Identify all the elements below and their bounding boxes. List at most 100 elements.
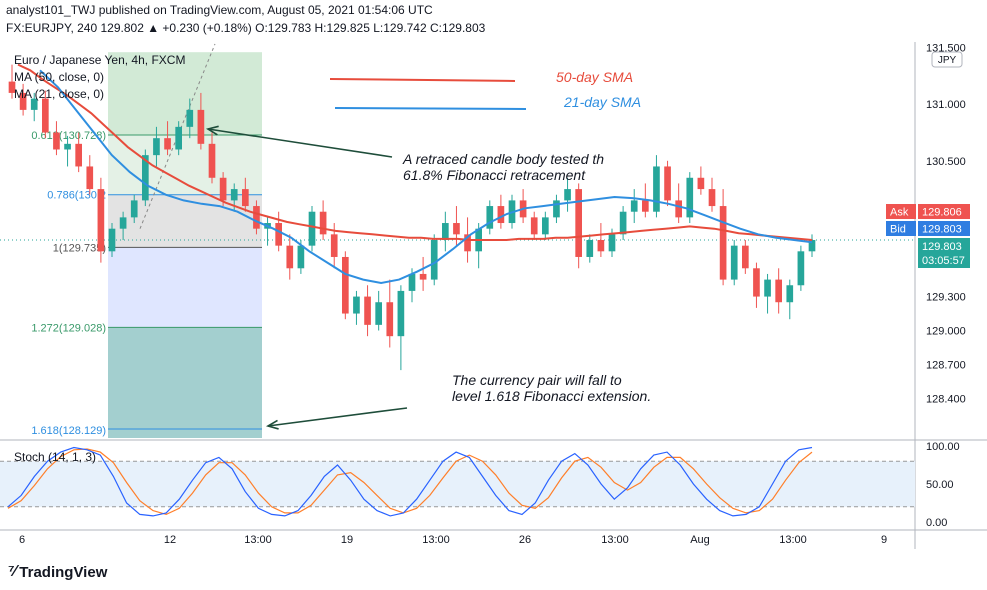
candle — [786, 279, 794, 320]
price-tick-label: 128.400 — [926, 393, 966, 405]
price-tick-label: 130.500 — [926, 156, 966, 168]
stoch-band — [0, 461, 915, 507]
candle — [619, 206, 627, 240]
candle — [86, 155, 94, 195]
candle-body — [53, 132, 60, 150]
candle — [764, 273, 771, 314]
candle-body — [442, 223, 449, 240]
candle-body — [697, 177, 705, 190]
currency-label: JPY — [938, 55, 957, 66]
retrace-annotation-2: 61.8% Fibonacci retracement — [403, 167, 586, 183]
candle-body — [464, 234, 471, 252]
bar-countdown: 03:05:57 — [922, 255, 965, 267]
candle — [53, 121, 60, 156]
candle-body — [430, 240, 438, 280]
candle-body — [419, 273, 427, 280]
candle-body — [675, 200, 682, 218]
candle-body — [130, 200, 138, 218]
ask-label-tag — [886, 204, 916, 219]
currency-badge — [931, 51, 963, 68]
candle — [175, 121, 182, 156]
candle — [30, 92, 38, 122]
stoch-tick-label: 0.00 — [926, 517, 947, 529]
candle-body — [308, 211, 316, 246]
candle-body — [797, 251, 805, 286]
bid-label-tag — [886, 221, 916, 236]
candle — [186, 98, 194, 139]
candle-body — [342, 256, 349, 314]
candle — [675, 183, 682, 224]
candle-body — [653, 166, 660, 212]
candle — [286, 234, 294, 280]
candle — [519, 189, 527, 224]
stoch-d-line — [7, 448, 813, 516]
fib-zone-upper — [108, 52, 262, 136]
time-tick-label: 12 — [164, 534, 176, 546]
candle — [197, 92, 205, 150]
time-tick-label: 26 — [519, 534, 531, 546]
candle-body — [42, 98, 49, 133]
candle — [319, 200, 327, 240]
fib-label-1.618: 1.618(128.129) — [31, 425, 106, 437]
candle-body — [619, 211, 627, 235]
publish-info: analyst101_TWJ published on TradingView.… — [6, 3, 433, 17]
candle-body — [119, 217, 127, 229]
candle — [97, 177, 105, 263]
price-chart[interactable]: 0.618(130.728) 0.786(130.2 1(129.735) 1.272… — [0, 0, 987, 560]
fib-zone-1272 — [108, 327, 262, 438]
ask-price-tag — [918, 204, 970, 219]
candle — [664, 160, 671, 207]
candle — [730, 240, 738, 286]
stoch-k-line — [7, 446, 813, 517]
candle-body — [708, 189, 716, 207]
brand-name: TradingView — [19, 563, 108, 581]
fib-zone-1 — [108, 247, 262, 328]
candle — [719, 189, 727, 286]
time-tick-label: 19 — [341, 534, 353, 546]
candle-body — [375, 302, 382, 325]
candle-body — [408, 273, 416, 291]
candle — [164, 121, 171, 156]
candle — [308, 206, 316, 252]
candle-body — [786, 285, 794, 303]
candle — [64, 135, 71, 167]
time-tick-label: 6 — [19, 534, 25, 546]
candle-body — [64, 143, 71, 150]
candle — [242, 177, 249, 212]
candle-body — [175, 126, 182, 150]
candle — [342, 251, 349, 320]
candle-body — [230, 189, 238, 201]
candle-body — [319, 211, 327, 235]
candle-body — [75, 143, 82, 167]
candle-body — [30, 98, 38, 110]
sma50-label: 50-day SMA — [556, 69, 633, 85]
symbol-ohlc-line: FX:EURJPY, 240 129.802 ▲ +0.230 (+0.18%)… — [6, 21, 486, 35]
candle — [397, 285, 405, 371]
price-tick-label: 128.700 — [926, 359, 966, 371]
price-tick-label: 131.000 — [926, 99, 966, 111]
candle-body — [753, 268, 760, 297]
candle-body — [142, 155, 149, 201]
candle — [230, 183, 238, 212]
candle-body — [453, 223, 460, 235]
time-tick-label: 13:00 — [244, 534, 272, 546]
candle — [264, 217, 271, 246]
candle-body — [530, 217, 538, 235]
candle — [419, 256, 427, 291]
candle — [630, 189, 638, 224]
candle — [742, 240, 749, 274]
candle-body — [208, 143, 216, 178]
ask-price-tag-text: 129.806 — [922, 207, 962, 219]
tradingview-brand[interactable]: ⁷⁄ TradingView — [8, 563, 107, 581]
candle-body — [8, 81, 16, 93]
time-tick-label: 13:00 — [601, 534, 629, 546]
fall-arrow-head — [265, 419, 279, 430]
sma50-line — [17, 63, 813, 241]
candle — [542, 211, 549, 240]
candle-body — [197, 109, 205, 144]
candle — [119, 211, 127, 240]
candle-body — [686, 177, 694, 218]
candle-body — [19, 92, 27, 110]
candle — [130, 194, 138, 224]
ma21-legend: MA (21, close, 0) — [14, 87, 104, 101]
